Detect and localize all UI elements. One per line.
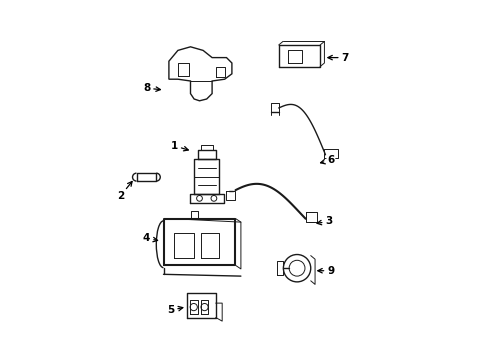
Text: 7: 7 — [327, 53, 348, 63]
Text: 2: 2 — [117, 181, 132, 201]
Text: 4: 4 — [142, 233, 157, 243]
Text: 5: 5 — [167, 305, 183, 315]
Text: 3: 3 — [316, 216, 332, 226]
Text: 6: 6 — [320, 155, 334, 165]
Text: 9: 9 — [317, 266, 334, 276]
Text: 8: 8 — [142, 83, 160, 93]
Text: 1: 1 — [170, 141, 188, 151]
